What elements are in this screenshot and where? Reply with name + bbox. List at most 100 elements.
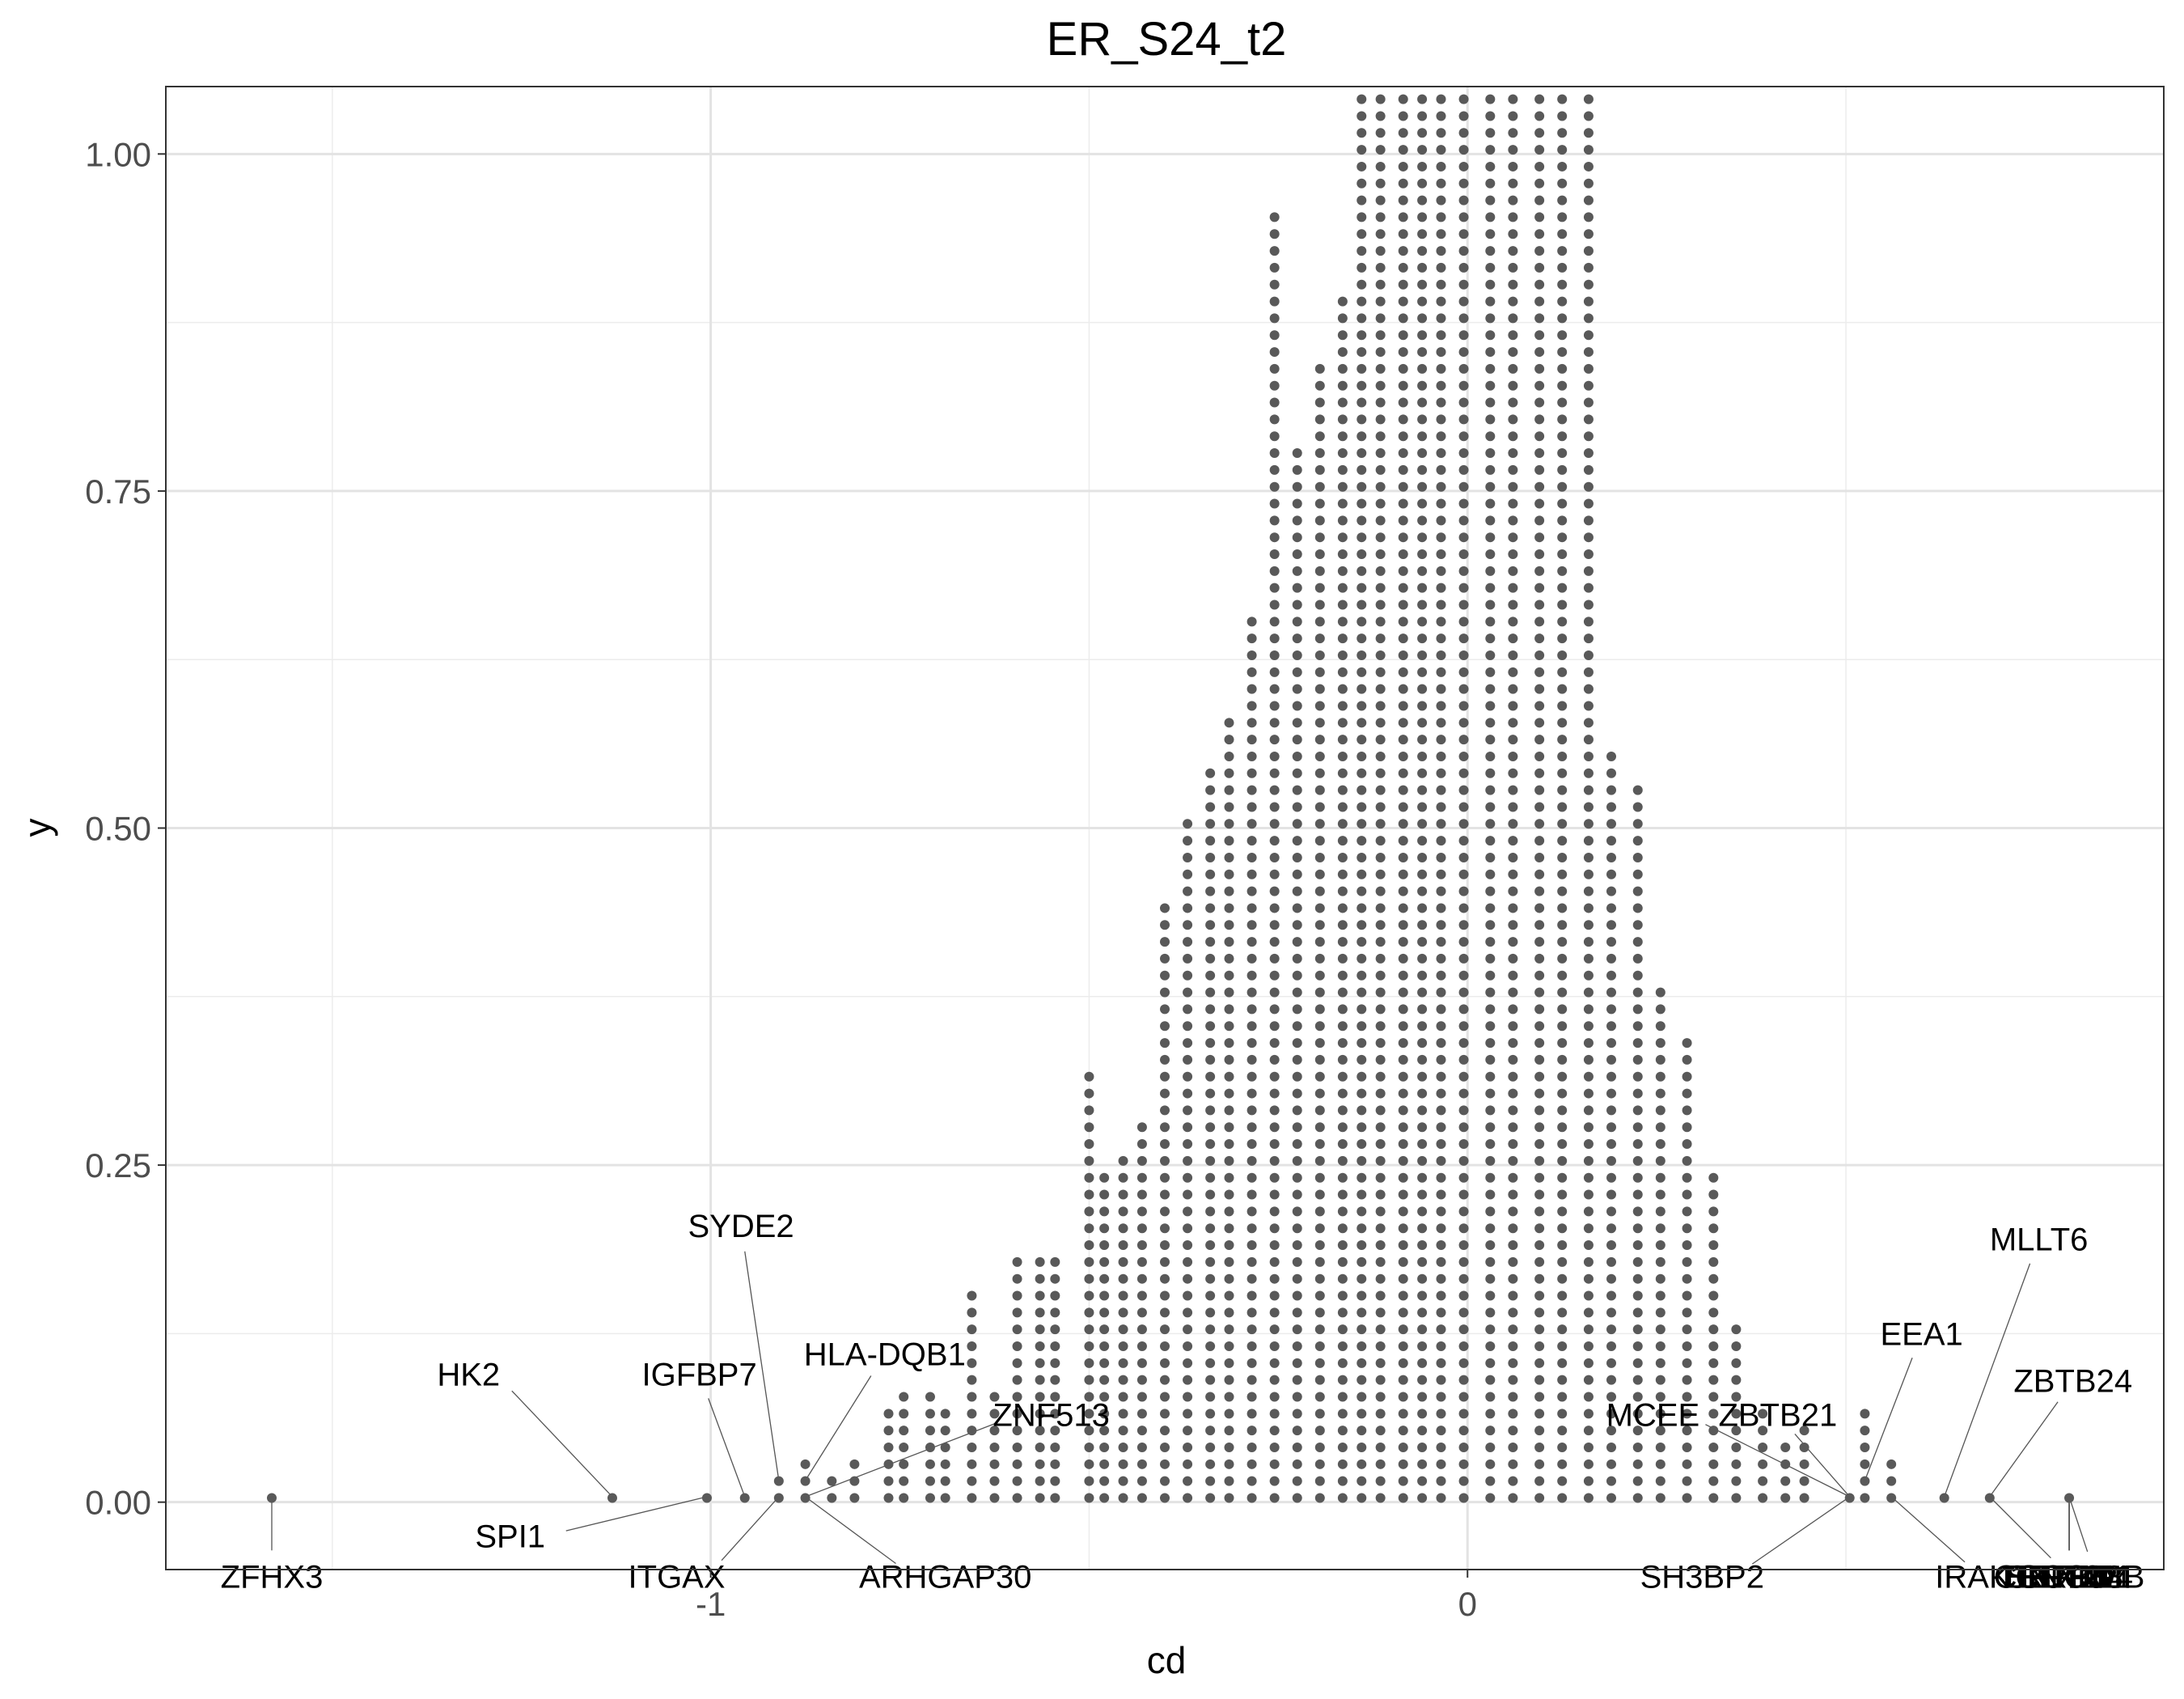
data-dot bbox=[1269, 1358, 1280, 1368]
data-dot bbox=[1398, 1088, 1408, 1099]
data-dot bbox=[1183, 1493, 1193, 1503]
data-dot bbox=[1269, 836, 1280, 846]
data-dot bbox=[1357, 1071, 1367, 1082]
data-dot bbox=[967, 1476, 977, 1486]
data-dot bbox=[1682, 1341, 1692, 1352]
data-dot bbox=[1606, 1358, 1617, 1368]
data-dot bbox=[1557, 1139, 1568, 1150]
data-dot bbox=[1050, 1307, 1060, 1318]
data-dot bbox=[1485, 464, 1496, 475]
data-dot bbox=[883, 1426, 894, 1436]
data-dot bbox=[1708, 1409, 1719, 1419]
data-dot bbox=[1731, 1392, 1742, 1402]
data-dot bbox=[2064, 1493, 2075, 1503]
data-dot bbox=[1292, 515, 1302, 526]
data-dot bbox=[883, 1459, 894, 1469]
data-dot bbox=[1084, 1240, 1094, 1251]
data-dot bbox=[1084, 1476, 1094, 1486]
data-dot bbox=[1417, 1290, 1428, 1301]
data-dot bbox=[1534, 1426, 1545, 1436]
data-dot bbox=[1458, 363, 1469, 374]
data-dot bbox=[1606, 1459, 1617, 1469]
data-dot bbox=[1632, 1392, 1643, 1402]
data-dot bbox=[883, 1409, 894, 1419]
data-dot bbox=[1417, 414, 1428, 425]
data-dot bbox=[1160, 1139, 1170, 1150]
data-dot bbox=[1035, 1442, 1045, 1452]
data-dot bbox=[1337, 414, 1348, 425]
data-dot bbox=[1886, 1476, 1897, 1486]
data-dot bbox=[1269, 246, 1280, 256]
data-dot bbox=[1099, 1442, 1110, 1452]
data-dot bbox=[1246, 785, 1257, 795]
data-dot bbox=[1012, 1392, 1022, 1402]
data-dot bbox=[1557, 785, 1568, 795]
data-dot bbox=[1632, 970, 1643, 981]
data-dot bbox=[1485, 852, 1496, 862]
data-dot bbox=[1337, 1307, 1348, 1318]
data-dot bbox=[1183, 1105, 1193, 1116]
data-dot bbox=[1224, 886, 1234, 896]
data-dot bbox=[1269, 515, 1280, 526]
data-dot bbox=[1337, 1358, 1348, 1368]
data-dot bbox=[1375, 1206, 1386, 1217]
data-dot bbox=[1224, 987, 1234, 998]
data-dot bbox=[1655, 1476, 1666, 1486]
data-dot bbox=[1458, 735, 1469, 745]
data-dot bbox=[1534, 515, 1545, 526]
data-dot bbox=[1084, 1324, 1094, 1335]
data-dot bbox=[1508, 549, 1518, 560]
data-dot bbox=[1508, 1273, 1518, 1284]
data-dot bbox=[1557, 1105, 1568, 1116]
data-dot bbox=[1557, 1088, 1568, 1099]
data-dot bbox=[1205, 1290, 1216, 1301]
y-tick-label: 1.00 bbox=[85, 135, 151, 173]
data-dot bbox=[1050, 1256, 1060, 1267]
plot-panel: ZFHX3HK2SPI1IGFBP7ITGAXSYDE2HLA-DQB1ZNF5… bbox=[165, 86, 2165, 1595]
data-dot bbox=[1557, 296, 1568, 307]
data-dot bbox=[1485, 751, 1496, 761]
data-dot bbox=[1398, 1476, 1408, 1486]
leader-line bbox=[805, 1421, 998, 1498]
data-dot bbox=[1398, 616, 1408, 627]
data-dot bbox=[1269, 229, 1280, 239]
data-dot bbox=[1050, 1273, 1060, 1284]
data-dot bbox=[1160, 1054, 1170, 1065]
data-dot bbox=[1224, 920, 1234, 930]
data-dot bbox=[1458, 347, 1469, 358]
data-dot bbox=[1583, 380, 1594, 391]
data-dot bbox=[1224, 869, 1234, 879]
data-dot bbox=[1337, 380, 1348, 391]
data-dot bbox=[1731, 1426, 1742, 1436]
data-dot bbox=[1417, 802, 1428, 812]
data-dot bbox=[1357, 802, 1367, 812]
data-dot bbox=[1357, 161, 1367, 172]
data-dot bbox=[1508, 414, 1518, 425]
data-dot bbox=[1398, 1459, 1408, 1469]
data-dot bbox=[1731, 1493, 1742, 1503]
data-dot bbox=[1246, 1442, 1257, 1452]
label-leader-lines bbox=[271, 1251, 2089, 1565]
data-dot bbox=[1292, 1189, 1302, 1200]
data-dot bbox=[1485, 262, 1496, 273]
data-dot bbox=[1099, 1240, 1110, 1251]
data-dot bbox=[607, 1493, 618, 1503]
data-dot bbox=[1708, 1476, 1719, 1486]
data-dot bbox=[1183, 1223, 1193, 1234]
data-dot bbox=[1269, 1172, 1280, 1183]
data-dot bbox=[1205, 953, 1216, 964]
data-dot bbox=[1557, 1054, 1568, 1065]
data-dot bbox=[1118, 1493, 1128, 1503]
data-dot bbox=[1246, 1307, 1257, 1318]
data-dot bbox=[1606, 1392, 1617, 1402]
data-dot bbox=[1508, 262, 1518, 273]
y-tick-label: 0.25 bbox=[85, 1146, 151, 1184]
data-dot bbox=[1269, 414, 1280, 425]
data-dot bbox=[1246, 1459, 1257, 1469]
data-dot bbox=[1375, 498, 1386, 509]
data-dot bbox=[1398, 751, 1408, 761]
data-dot bbox=[1136, 1324, 1147, 1335]
data-dot bbox=[1357, 279, 1367, 290]
data-dot bbox=[1224, 1358, 1234, 1368]
data-dot bbox=[1183, 1189, 1193, 1200]
